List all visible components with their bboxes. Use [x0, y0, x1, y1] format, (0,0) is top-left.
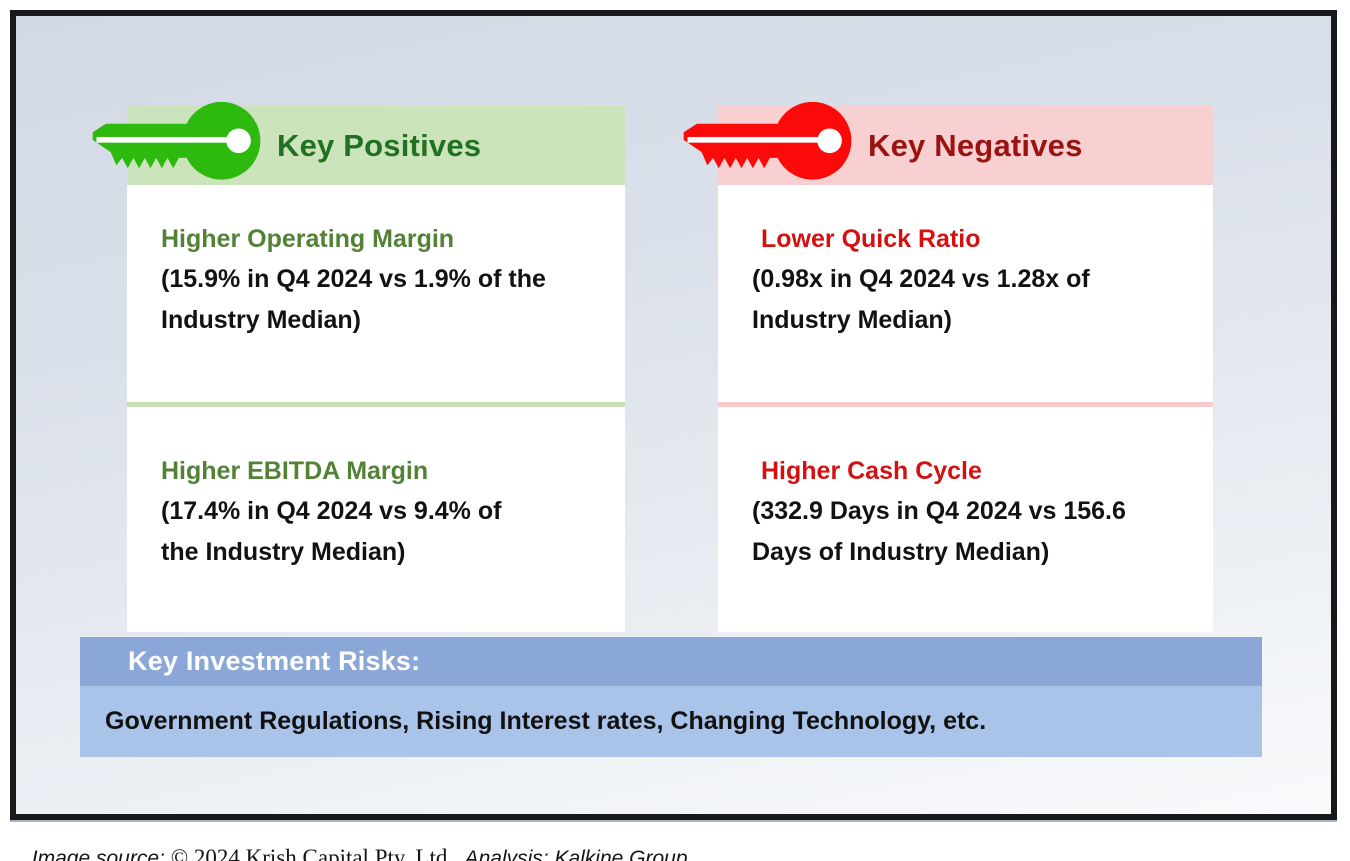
- green-divider: [127, 402, 625, 407]
- pink-divider: [718, 402, 1213, 407]
- key-icon-red: [683, 101, 852, 180]
- investment-risks-section: Key Investment Risks: Government Regulat…: [80, 637, 1262, 757]
- image-source-label: Image source:: [31, 847, 171, 861]
- key-positives-title: Key Positives: [277, 127, 482, 163]
- source-caption: Image source: © 2024 Krish Capital Pty. …: [14, 827, 688, 861]
- key-negatives-header: Key Negatives: [683, 101, 1213, 185]
- key-negatives-column: Key Negatives Lower Quick Ratio (0.98x i…: [683, 101, 1213, 632]
- positive-item-card: Higher EBITDA Margin (17.4% in Q4 2024 v…: [127, 407, 625, 632]
- bordered-canvas: Key Positives Higher Operating Margin (1…: [10, 10, 1337, 820]
- key-negatives-title: Key Negatives: [868, 127, 1083, 163]
- copyright-text: © 2024 Krish Capital Pty. Ltd.,: [170, 845, 465, 861]
- positive-item-title: Higher EBITDA Margin: [161, 457, 429, 485]
- positive-item-detail: Industry Median): [161, 306, 362, 334]
- negative-item-detail: Days of Industry Median): [752, 538, 1050, 566]
- negative-item-card: Higher Cash Cycle (332.9 Days in Q4 2024…: [718, 407, 1213, 632]
- negative-item-title: Lower Quick Ratio: [761, 225, 981, 253]
- negative-item-detail: Industry Median): [752, 306, 953, 334]
- key-positives-header: Key Positives: [92, 101, 625, 185]
- analysis-credit: Analysis: Kalkine Group: [464, 847, 688, 861]
- positive-item-detail: (17.4% in Q4 2024 vs 9.4% of: [161, 497, 502, 525]
- investment-risks-text: Government Regulations, Rising Interest …: [105, 707, 987, 735]
- negative-item-title: Higher Cash Cycle: [761, 457, 982, 485]
- positive-item-card: Higher Operating Margin (15.9% in Q4 202…: [127, 185, 625, 402]
- negative-item-detail: (0.98x in Q4 2024 vs 1.28x of: [752, 265, 1090, 293]
- investment-risks-body: Government Regulations, Rising Interest …: [80, 686, 1262, 757]
- investment-risks-header: Key Investment Risks:: [80, 637, 1262, 686]
- investment-risks-title: Key Investment Risks:: [128, 646, 421, 676]
- key-positives-column: Key Positives Higher Operating Margin (1…: [92, 101, 625, 632]
- positive-item-detail: the Industry Median): [161, 538, 406, 566]
- negative-item-card: Lower Quick Ratio (0.98x in Q4 2024 vs 1…: [718, 185, 1213, 402]
- positive-item-title: Higher Operating Margin: [161, 225, 455, 253]
- negative-item-detail: (332.9 Days in Q4 2024 vs 156.6: [752, 497, 1126, 525]
- key-icon-green: [92, 101, 261, 180]
- positive-item-detail: (15.9% in Q4 2024 vs 1.9% of the: [161, 265, 546, 293]
